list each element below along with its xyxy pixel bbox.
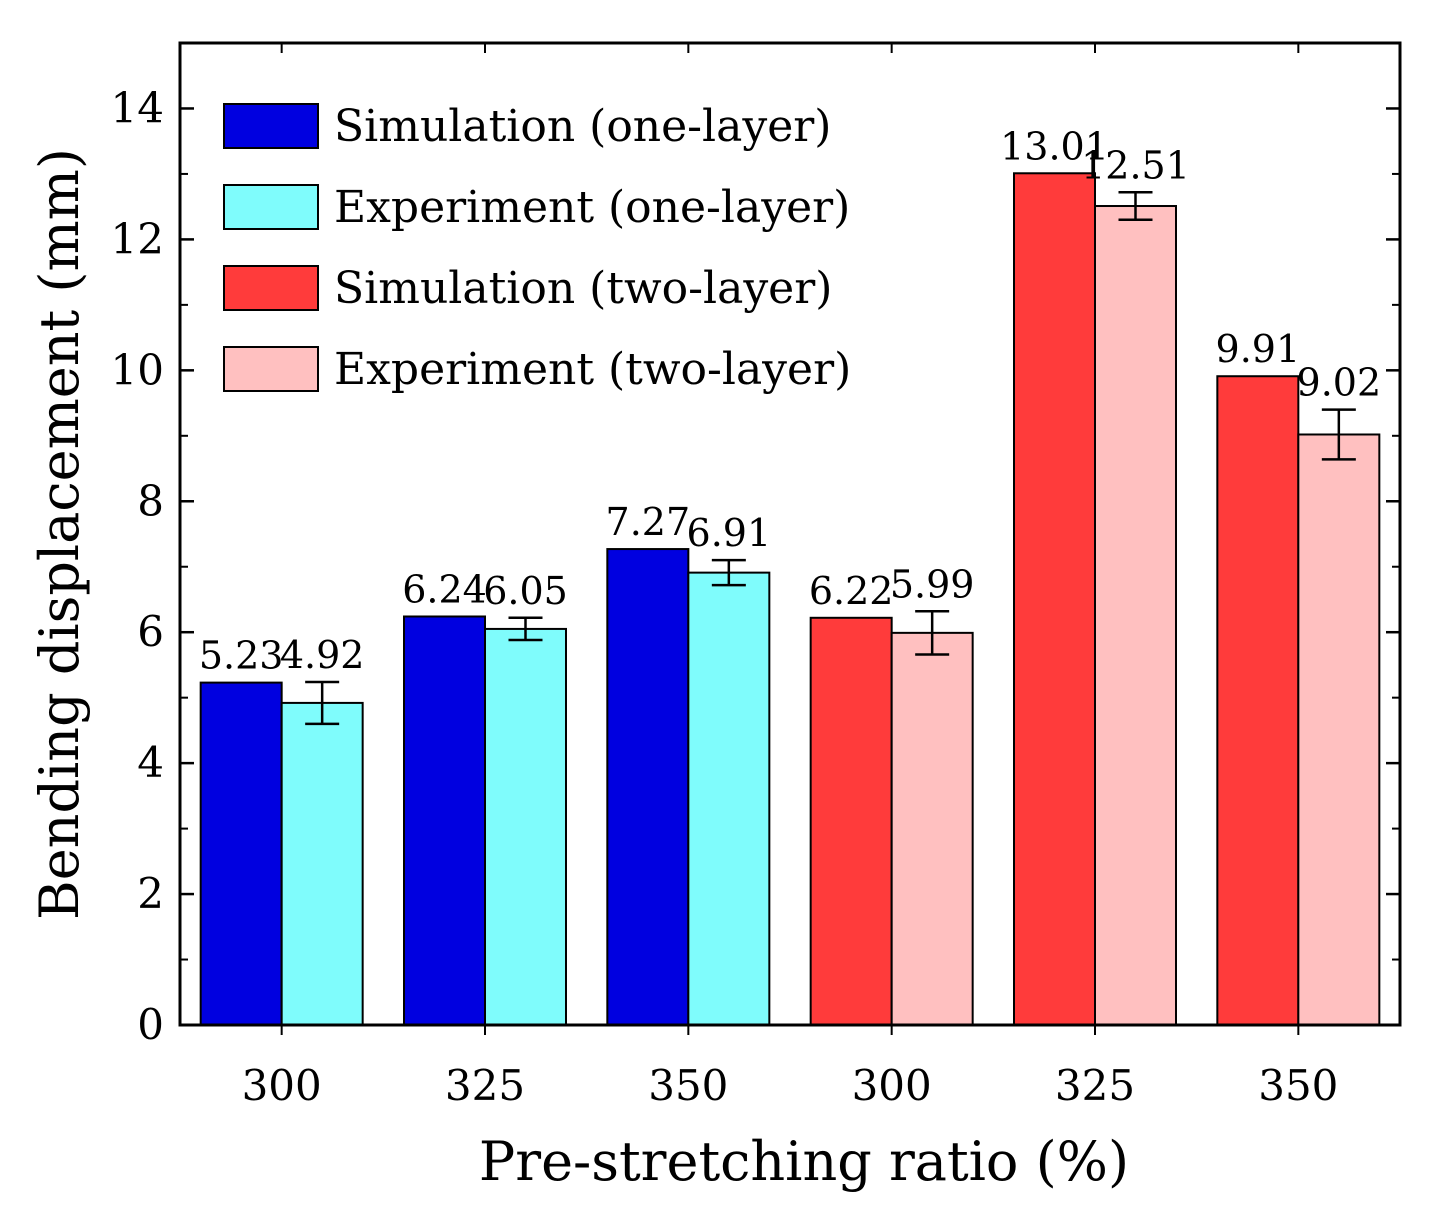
bar-1-1 [484, 627, 567, 1027]
y-axis-title: Bending displacement (mm) [28, 148, 91, 920]
x-tick-label-4: 325 [1055, 1061, 1135, 1110]
data-label-5-1: 9.02 [1297, 361, 1382, 405]
y-tick-label-4: 8 [137, 476, 164, 525]
legend-label-0: Simulation (one-layer) [334, 101, 831, 152]
data-label-3-1: 5.99 [890, 562, 975, 606]
legend-label-1: Experiment (one-layer) [334, 182, 850, 233]
bar-3-0 [809, 616, 893, 1027]
x-axis-title: Pre-stretching ratio (%) [479, 1130, 1129, 1193]
data-label-0-1: 4.92 [280, 633, 365, 677]
bar-4-0 [1013, 172, 1096, 1026]
bar-0-1 [280, 701, 364, 1026]
axes-layer: 300 325 350 300 325 350 0 2 4 6 8 10 12 14 [111, 41, 1402, 1110]
y-tick-label-7: 14 [111, 83, 164, 132]
error-bar-3-1 [915, 610, 950, 656]
legend-swatch-2 [223, 265, 319, 311]
error-bar-2-1 [711, 558, 746, 587]
bar-2-0 [606, 548, 690, 1026]
bars-layer [199, 172, 1381, 1027]
bar-2-1 [687, 571, 771, 1026]
y-tick-label-3: 6 [137, 607, 164, 656]
legend-swatch-3 [223, 346, 319, 392]
error-bar-1-1 [508, 616, 543, 642]
legend-label-2: Simulation (two-layer) [334, 263, 832, 314]
data-label-0-0: 5.23 [199, 634, 284, 678]
data-label-2-1: 6.91 [687, 511, 772, 555]
data-label-1-1: 6.05 [483, 569, 568, 613]
bar-3-1 [890, 631, 974, 1026]
legend-swatch-0 [223, 103, 319, 149]
y-tick-label-5: 10 [111, 345, 164, 394]
y-tick-label-2: 4 [137, 738, 164, 787]
bar-5-0 [1216, 375, 1300, 1026]
legend: Simulation (one-layer) Experiment (one-la… [223, 101, 851, 395]
error-bar-0-1 [305, 680, 340, 726]
x-tick-label-2: 350 [648, 1061, 728, 1110]
data-labels-layer: 5.234.92 6.246.05 7.276.91 6.225.99 13.0112.… [199, 124, 1381, 677]
error-bar-5-1 [1321, 408, 1356, 461]
plot-frame [178, 41, 1402, 1027]
data-label-4-1: 12.51 [1081, 143, 1190, 187]
data-label-3-0: 6.22 [809, 569, 894, 613]
error-bar-4-1 [1118, 191, 1153, 222]
x-tick-label-3: 300 [852, 1061, 932, 1110]
bar-5-1 [1297, 433, 1381, 1026]
bar-4-1 [1094, 205, 1177, 1026]
legend-label-3: Experiment (two-layer) [334, 344, 851, 395]
legend-swatch-1 [223, 184, 319, 230]
bar-1-0 [403, 615, 486, 1026]
y-tick-label-0: 0 [137, 1000, 164, 1049]
data-label-5-0: 9.91 [1216, 327, 1301, 371]
error-bars-layer [305, 191, 1356, 726]
data-label-1-0: 6.24 [402, 567, 487, 611]
x-tick-label-0: 300 [242, 1061, 322, 1110]
y-tick-label-6: 12 [111, 214, 164, 263]
x-tick-label-1: 325 [445, 1061, 525, 1110]
data-label-2-0: 7.27 [606, 500, 691, 544]
x-tick-label-5: 350 [1258, 1061, 1338, 1110]
bar-0-0 [199, 681, 283, 1026]
y-tick-label-1: 2 [137, 869, 164, 918]
data-label-4-0: 13.01 [1000, 124, 1109, 168]
